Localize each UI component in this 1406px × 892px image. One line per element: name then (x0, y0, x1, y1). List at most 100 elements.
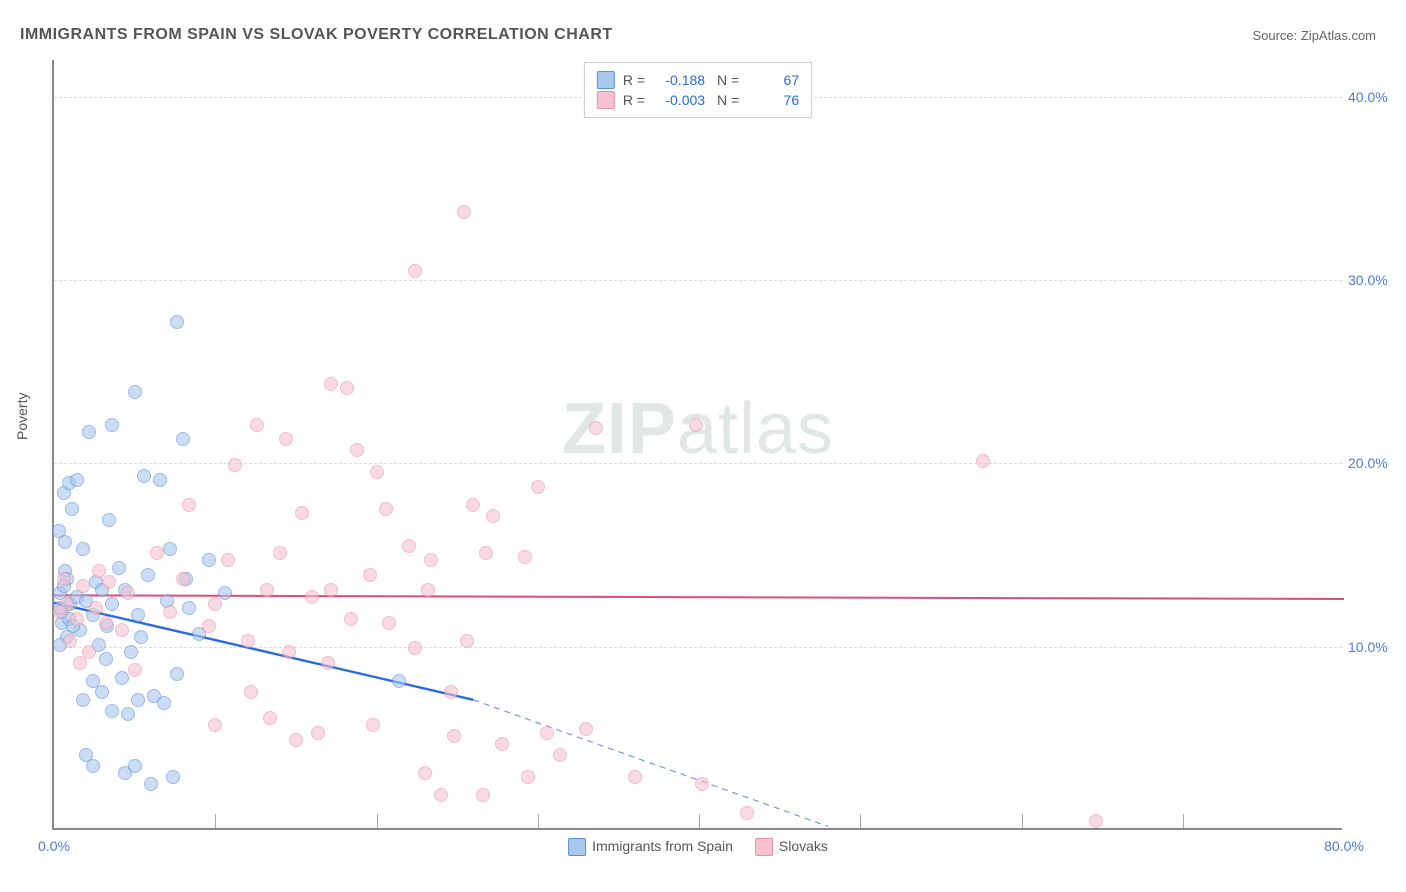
point-slovak (128, 663, 142, 677)
point-slovak (340, 381, 354, 395)
point-spain (128, 759, 142, 773)
point-slovak (444, 685, 458, 699)
point-slovak (382, 616, 396, 630)
legend-swatch-slovaks (597, 91, 615, 109)
point-spain (182, 601, 196, 615)
y-tick-label: 30.0% (1348, 272, 1396, 288)
point-slovak (260, 583, 274, 597)
x-minor-tick (538, 814, 539, 828)
point-slovak (321, 656, 335, 670)
x-minor-tick (1022, 814, 1023, 828)
point-slovak (457, 205, 471, 219)
gridline-h (54, 280, 1342, 281)
point-slovak (89, 601, 103, 615)
x-tick-label: 0.0% (38, 838, 70, 854)
point-slovak (460, 634, 474, 648)
point-slovak (121, 586, 135, 600)
point-slovak (740, 806, 754, 820)
point-slovak (53, 605, 67, 619)
correlation-legend: R =-0.188 N =67 R =-0.003 N =76 (584, 62, 812, 118)
point-spain (137, 469, 151, 483)
point-slovak (521, 770, 535, 784)
point-slovak (99, 616, 113, 630)
point-spain (202, 553, 216, 567)
point-slovak (295, 506, 309, 520)
point-slovak (244, 685, 258, 699)
point-spain (105, 418, 119, 432)
point-slovak (176, 572, 190, 586)
point-slovak (418, 766, 432, 780)
point-slovak (689, 418, 703, 432)
point-slovak (70, 612, 84, 626)
point-slovak (73, 656, 87, 670)
chart-title: IMMIGRANTS FROM SPAIN VS SLOVAK POVERTY … (20, 26, 613, 44)
point-spain (76, 693, 90, 707)
point-slovak (324, 583, 338, 597)
point-spain (176, 432, 190, 446)
point-spain (153, 473, 167, 487)
point-slovak (344, 612, 358, 626)
gridline-h (54, 463, 1342, 464)
legend-item-spain: Immigrants from Spain (568, 838, 733, 856)
x-minor-tick (215, 814, 216, 828)
plot-area: ZIPatlas 10.0%20.0%30.0%40.0%0.0%80.0% R… (52, 60, 1342, 830)
point-slovak (208, 597, 222, 611)
point-slovak (366, 718, 380, 732)
point-slovak (579, 722, 593, 736)
point-slovak (447, 729, 461, 743)
point-slovak (486, 509, 500, 523)
source-label: Source: ZipAtlas.com (1252, 28, 1376, 43)
x-tick-label: 80.0% (1324, 838, 1364, 854)
x-minor-tick (1183, 814, 1184, 828)
point-spain (112, 561, 126, 575)
point-slovak (250, 418, 264, 432)
point-slovak (182, 498, 196, 512)
point-spain (131, 693, 145, 707)
point-slovak (305, 590, 319, 604)
legend-item-slovaks: Slovaks (755, 838, 828, 856)
point-slovak (273, 546, 287, 560)
point-spain (95, 685, 109, 699)
point-slovak (228, 458, 242, 472)
x-minor-tick (377, 814, 378, 828)
point-slovak (531, 480, 545, 494)
point-slovak (311, 726, 325, 740)
point-slovak (63, 634, 77, 648)
point-slovak (263, 711, 277, 725)
series-legend: Immigrants from Spain Slovaks (568, 838, 828, 856)
point-slovak (402, 539, 416, 553)
trend-lines (54, 60, 1342, 828)
point-slovak (408, 641, 422, 655)
y-tick-label: 10.0% (1348, 639, 1396, 655)
point-spain (105, 704, 119, 718)
point-slovak (324, 377, 338, 391)
point-spain (58, 535, 72, 549)
point-slovak (495, 737, 509, 751)
point-slovak (221, 553, 235, 567)
point-slovak (476, 788, 490, 802)
point-spain (170, 315, 184, 329)
point-slovak (76, 579, 90, 593)
point-slovak (553, 748, 567, 762)
point-slovak (241, 634, 255, 648)
point-spain (131, 608, 145, 622)
legend-row-spain: R =-0.188 N =67 (597, 71, 799, 89)
point-slovak (102, 575, 116, 589)
point-slovak (289, 733, 303, 747)
point-slovak (115, 623, 129, 637)
point-spain (157, 696, 171, 710)
point-spain (144, 777, 158, 791)
point-slovak (976, 454, 990, 468)
point-slovak (208, 718, 222, 732)
y-tick-label: 20.0% (1348, 455, 1396, 471)
point-spain (134, 630, 148, 644)
point-spain (86, 674, 100, 688)
point-slovak (518, 550, 532, 564)
point-spain (128, 385, 142, 399)
point-slovak (628, 770, 642, 784)
point-spain (82, 425, 96, 439)
point-slovak (363, 568, 377, 582)
point-slovak (424, 553, 438, 567)
point-spain (99, 652, 113, 666)
point-slovak (163, 605, 177, 619)
